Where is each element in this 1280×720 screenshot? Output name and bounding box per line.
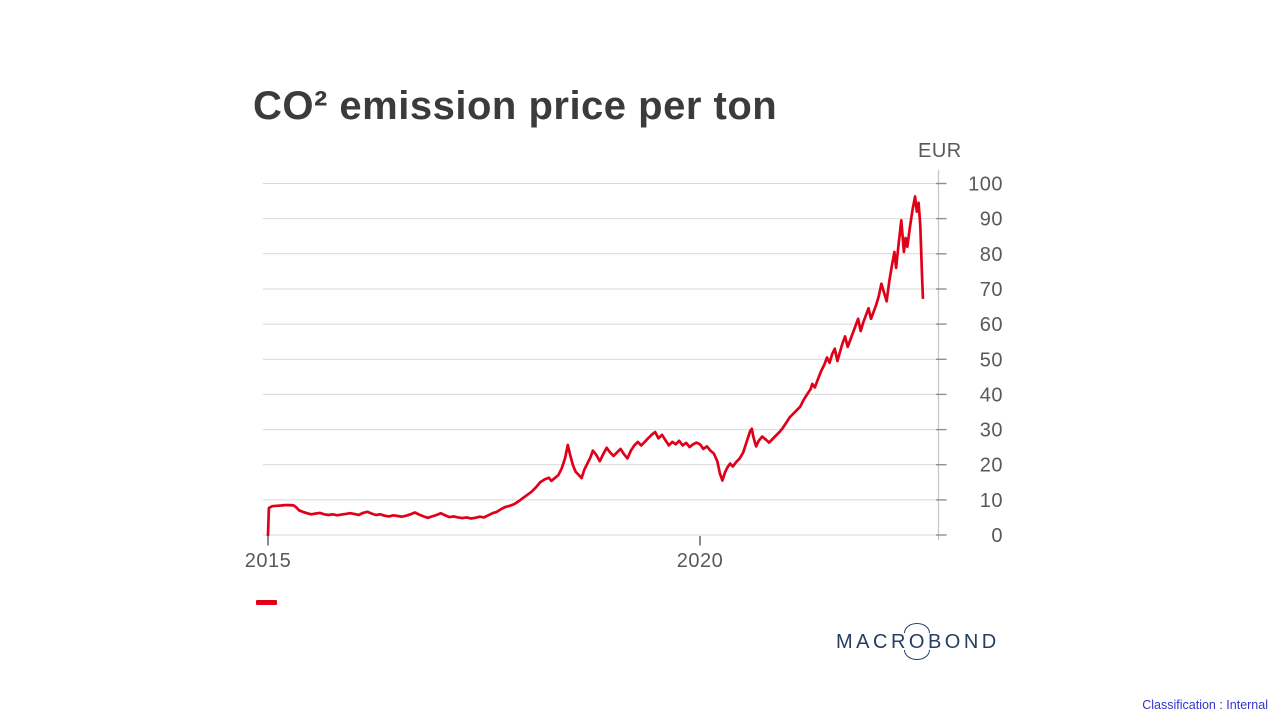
y-tick-label: 60 <box>980 314 1003 336</box>
macrobond-logo-text-left: MACR <box>836 631 909 653</box>
y-tick-label: 20 <box>980 455 1003 477</box>
y-tick-label: 90 <box>980 209 1003 231</box>
macrobond-logo: MACR O BOND <box>836 623 1000 660</box>
x-tick-label: 2020 <box>677 550 724 572</box>
y-tick-label: 0 <box>991 525 1003 547</box>
y-axis-unit-label: EUR <box>918 140 962 162</box>
y-tick-label: 30 <box>980 420 1003 442</box>
y-tick-label: 70 <box>980 279 1003 301</box>
classification-label: Classification : Internal <box>1142 698 1268 712</box>
macrobond-logo-o-arcs-icon: O <box>903 623 931 660</box>
y-tick-label: 80 <box>980 244 1003 266</box>
y-tick-label: 50 <box>980 349 1003 371</box>
y-tick-label: 40 <box>980 384 1003 406</box>
price-line-series <box>266 195 925 537</box>
macrobond-logo-text-right: BOND <box>927 631 1000 653</box>
chart-title: CO² emission price per ton <box>253 84 778 128</box>
y-tick-label: 100 <box>968 174 1003 196</box>
y-tick-label: 10 <box>980 490 1003 512</box>
legend-line-swatch <box>256 600 277 605</box>
x-tick-label: 2015 <box>245 550 292 572</box>
